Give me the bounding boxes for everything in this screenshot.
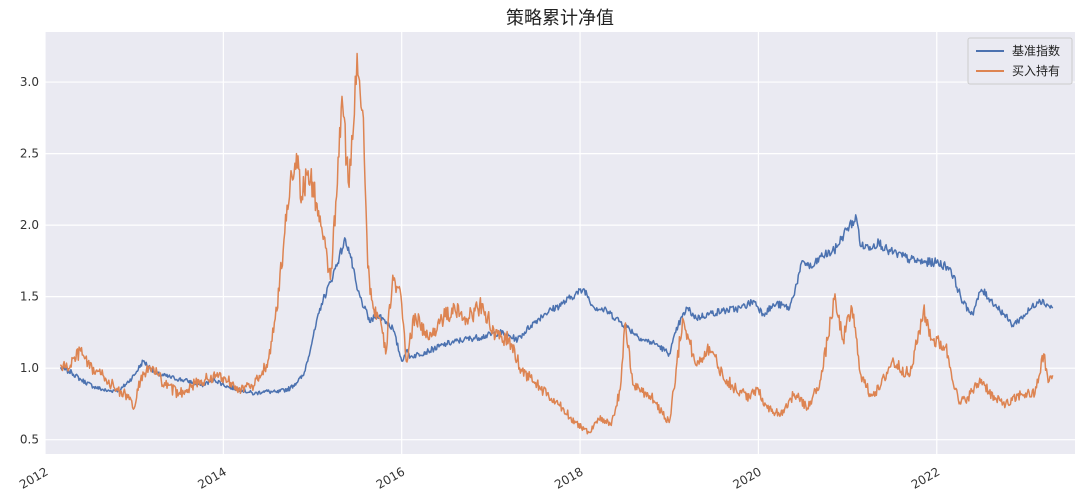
y-tick-label: 0.5 <box>20 433 39 447</box>
y-tick-label: 2.0 <box>20 218 39 232</box>
plot-area <box>45 32 1075 454</box>
series-layer <box>60 52 1054 435</box>
x-tick-label: 2022 <box>909 464 942 491</box>
legend: 基准指数 买入持有 <box>967 37 1073 85</box>
x-tick-label: 2012 <box>17 464 50 491</box>
legend-label-benchmark: 基准指数 <box>1012 43 1060 58</box>
y-tick-label: 3.0 <box>20 75 39 89</box>
x-axis-ticks: 2012 2014 2016 2018 2020 2022 <box>17 464 942 491</box>
legend-box <box>967 37 1073 85</box>
x-tick-label: 2014 <box>195 464 228 491</box>
x-tick-label: 2018 <box>552 464 585 491</box>
y-tick-label: 2.5 <box>20 147 39 161</box>
grid-lines <box>44 32 1075 454</box>
legend-label-buy-hold: 买入持有 <box>1012 63 1060 78</box>
y-axis-ticks: 0.5 1.0 1.5 2.0 2.5 3.0 <box>20 75 39 447</box>
chart-title: 策略累计净值 <box>506 8 614 29</box>
x-tick-label: 2016 <box>374 464 407 491</box>
y-tick-label: 1.5 <box>20 290 39 304</box>
series-line-benchmark <box>60 214 1054 396</box>
y-tick-label: 1.0 <box>20 361 39 375</box>
series-line-buy-hold <box>60 52 1054 435</box>
x-tick-label: 2020 <box>730 464 763 491</box>
